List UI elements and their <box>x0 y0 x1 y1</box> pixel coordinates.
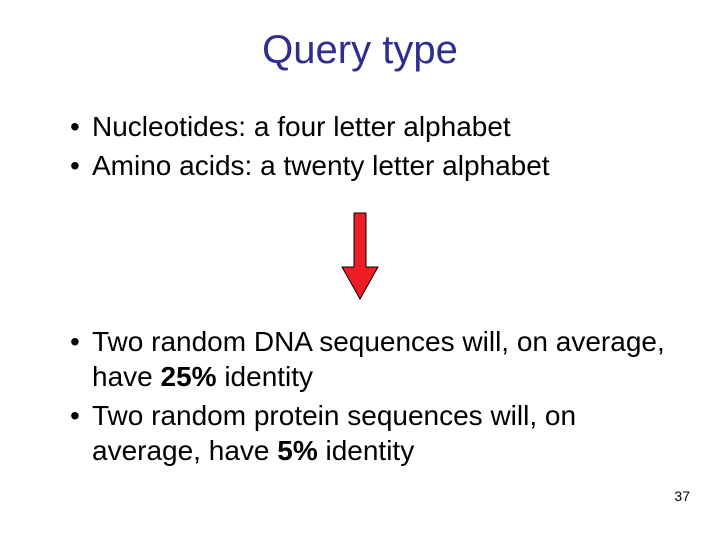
page-number: 37 <box>674 488 690 504</box>
list-item: Two random protein sequences will, on av… <box>70 398 670 468</box>
bold-text: 5% <box>277 435 317 466</box>
text-post: identity <box>217 361 314 392</box>
down-arrow-icon <box>340 211 380 301</box>
list-item: Two random DNA sequences will, on averag… <box>70 324 670 394</box>
slide-title: Query type <box>50 28 670 73</box>
top-bullet-list: Nucleotides: a four letter alphabet Amin… <box>50 109 670 183</box>
text-post: identity <box>318 435 415 466</box>
bold-text: 25% <box>161 361 217 392</box>
list-item: Amino acids: a twenty letter alphabet <box>70 148 670 183</box>
list-item: Nucleotides: a four letter alphabet <box>70 109 670 144</box>
arrow-container <box>50 211 670 306</box>
bottom-bullet-list: Two random DNA sequences will, on averag… <box>50 324 670 468</box>
